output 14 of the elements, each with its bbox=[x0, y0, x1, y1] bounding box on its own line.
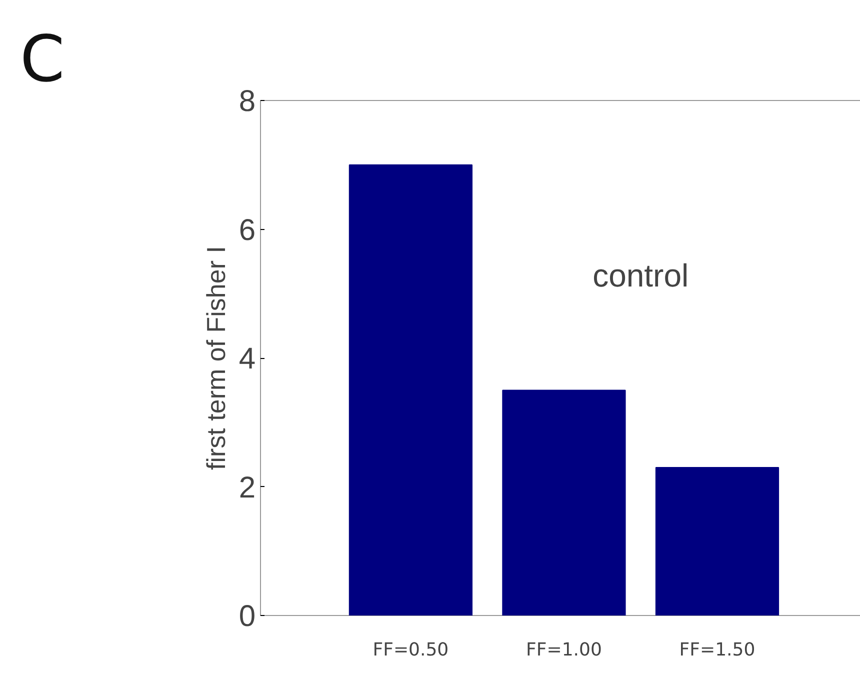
bar bbox=[655, 466, 780, 616]
y-tick-label: 4 bbox=[238, 342, 256, 376]
x-tick-label: FF=1.00 bbox=[526, 640, 602, 660]
x-tick-label: FF=1.50 bbox=[679, 640, 756, 660]
annotation: control bbox=[592, 258, 689, 294]
bar bbox=[502, 390, 626, 616]
bar bbox=[348, 164, 473, 616]
y-tick-label: 8 bbox=[238, 85, 256, 118]
x-tick-label: FF=0.50 bbox=[372, 640, 449, 660]
y-axis-title: first term of Fisher I bbox=[200, 246, 231, 470]
y-tick-label: 2 bbox=[238, 471, 256, 504]
text: C bbox=[20, 22, 65, 99]
y-tick-label: 0 bbox=[238, 600, 256, 633]
y-tick-label: 6 bbox=[238, 214, 256, 247]
